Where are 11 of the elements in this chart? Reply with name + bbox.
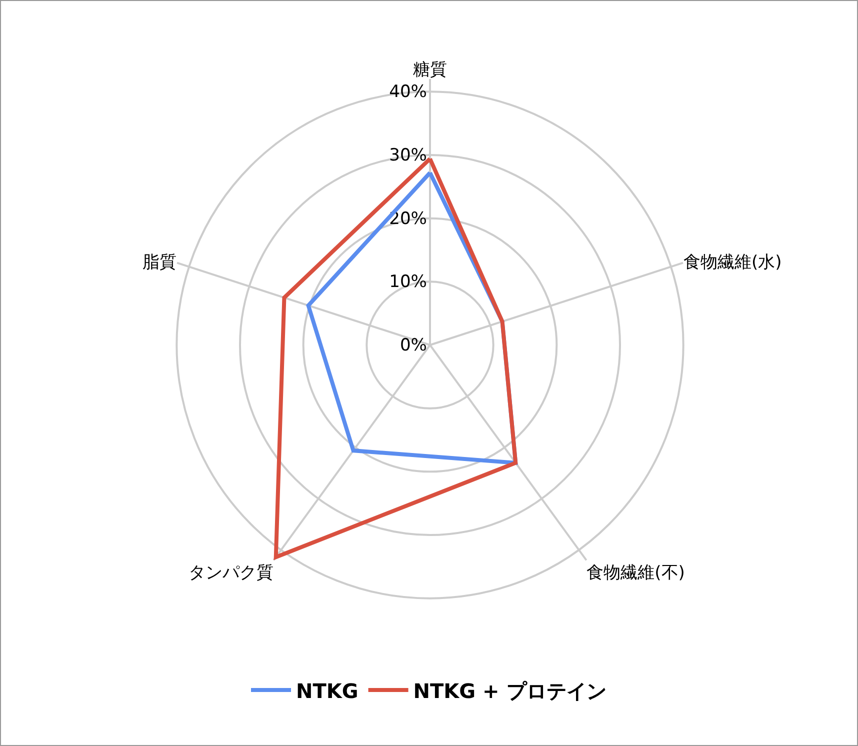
y-tick-label: 40% xyxy=(389,82,427,102)
y-tick-label: 10% xyxy=(389,272,427,292)
spoke-label: 食物繊維(水) xyxy=(683,252,782,272)
y-tick-label: 30% xyxy=(389,146,427,166)
spoke-label: 食物繊維(不) xyxy=(586,562,685,583)
spoke-label: タンパク質 xyxy=(188,562,274,583)
y-tick-label: 0% xyxy=(400,336,427,356)
spoke-label: 脂質 xyxy=(142,252,177,272)
spoke-label: 糖質 xyxy=(413,60,447,80)
legend-label: NTKG + プロテイン xyxy=(413,678,606,703)
legend-label: NTKG xyxy=(296,678,358,703)
